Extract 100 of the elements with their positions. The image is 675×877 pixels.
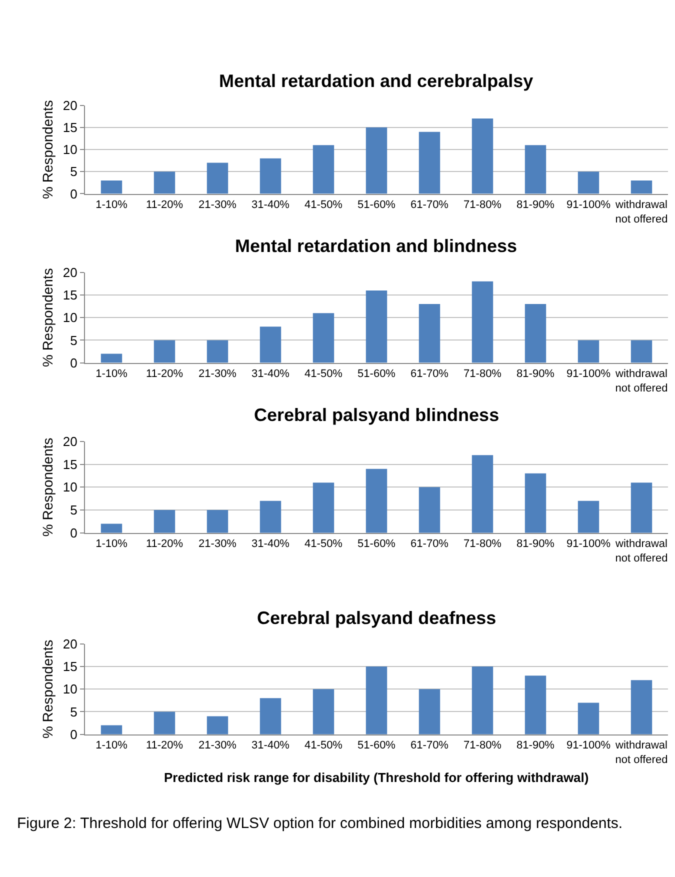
bar xyxy=(206,340,228,363)
y-tick-label: 5 xyxy=(70,332,78,348)
y-axis-title: % Respondents xyxy=(40,640,56,739)
x-tick-label: 91-100% xyxy=(566,538,611,550)
bar xyxy=(578,340,600,363)
x-tick-label: 31-40% xyxy=(252,538,290,550)
bar xyxy=(630,340,652,363)
bar xyxy=(260,326,282,363)
bar xyxy=(578,500,600,533)
bar xyxy=(366,468,388,533)
x-tick-label: 41-50% xyxy=(304,368,343,380)
x-tick-label: 21-30% xyxy=(198,538,237,550)
x-tick-label: 81-90% xyxy=(516,198,555,211)
x-tick-label: 61-70% xyxy=(410,740,449,752)
bar xyxy=(312,313,334,363)
bar xyxy=(154,172,176,194)
x-tick-label: 41-50% xyxy=(304,538,343,550)
y-tick-label: 15 xyxy=(62,120,78,135)
x-tick-label: 81-90% xyxy=(516,740,555,752)
bar xyxy=(630,680,652,734)
x-tick-label: 81-90% xyxy=(516,368,555,380)
bar xyxy=(578,702,600,734)
x-tick-label: 21-30% xyxy=(198,368,237,380)
bar xyxy=(366,290,388,363)
x-tick-label: 51-60% xyxy=(358,538,396,550)
bar xyxy=(472,281,494,363)
bar xyxy=(154,340,176,363)
bar xyxy=(418,132,440,194)
bar xyxy=(630,482,652,533)
x-tick-label: 61-70% xyxy=(410,198,449,211)
x-tick-label: 71-80% xyxy=(464,368,502,380)
x-tick-label: withdrawal not offered xyxy=(614,368,668,394)
bar xyxy=(524,676,546,734)
x-tick-label: 11-20% xyxy=(146,368,184,380)
y-axis-title: % Respondents xyxy=(40,268,56,368)
bar xyxy=(100,524,122,533)
bar xyxy=(100,354,122,363)
x-tick-label: 1-10% xyxy=(96,198,128,211)
y-tick-label: 10 xyxy=(62,310,78,326)
bar xyxy=(366,666,388,734)
x-tick-label: 81-90% xyxy=(516,538,555,550)
bar xyxy=(472,118,494,194)
bar xyxy=(578,172,600,194)
y-tick-label: 10 xyxy=(62,480,78,495)
bar xyxy=(100,180,122,194)
x-tick-label: 51-60% xyxy=(358,740,396,752)
y-axis-title: % Respondents xyxy=(40,100,56,199)
bar xyxy=(154,712,176,734)
bar xyxy=(630,180,652,194)
y-tick-label: 0 xyxy=(70,355,78,370)
y-tick-label: 20 xyxy=(62,636,78,652)
x-tick-label: 91-100% xyxy=(566,368,611,380)
bar xyxy=(260,500,282,533)
x-tick-label: 11-20% xyxy=(146,538,184,550)
y-tick-label: 10 xyxy=(62,142,78,158)
bar xyxy=(206,162,228,194)
chart-title: Cerebral palsyand blindness xyxy=(254,405,500,425)
x-tick-label: 21-30% xyxy=(198,198,237,211)
bar xyxy=(418,304,440,363)
x-tick-label: 41-50% xyxy=(304,198,343,211)
bar xyxy=(418,689,440,734)
caption: Figure 2: Threshold for offering WLSV option for combined morbidities among respondents. xyxy=(17,815,623,832)
bar xyxy=(524,473,546,533)
x-tick-label: 1-10% xyxy=(96,740,128,752)
chart-title: Mental retardation and blindness xyxy=(235,236,518,256)
x-tick-label: 11-20% xyxy=(146,740,184,752)
y-tick-label: 5 xyxy=(70,164,78,180)
x-tick-label: 71-80% xyxy=(464,198,502,211)
x-tick-label: 31-40% xyxy=(252,368,290,380)
y-tick-label: 5 xyxy=(70,502,78,518)
x-tick-label: 61-70% xyxy=(410,538,449,550)
bar xyxy=(524,304,546,363)
bar xyxy=(312,145,334,194)
bar xyxy=(206,510,228,533)
x-tick-label: 71-80% xyxy=(464,538,502,550)
x-tick-label: 1-10% xyxy=(96,538,128,550)
bar xyxy=(472,666,494,734)
x-tick-label: 91-100% xyxy=(566,740,611,752)
bar xyxy=(418,487,440,533)
y-tick-label: 20 xyxy=(62,98,78,113)
y-tick-label: 5 xyxy=(70,704,78,720)
y-tick-label: 0 xyxy=(70,186,78,202)
y-tick-label: 15 xyxy=(62,456,78,472)
x-tick-label: 1-10% xyxy=(96,368,128,380)
x-tick-label: 41-50% xyxy=(304,740,343,752)
x-tick-label: withdrawal not offered xyxy=(614,198,668,226)
bar xyxy=(312,689,334,734)
y-tick-label: 15 xyxy=(62,659,78,674)
x-tick-label: 91-100% xyxy=(566,198,611,211)
bar xyxy=(366,127,388,194)
chart-title: Cerebral palsyand deafness xyxy=(257,608,496,628)
y-tick-label: 20 xyxy=(62,264,78,280)
x-tick-label: 51-60% xyxy=(358,368,396,380)
bar xyxy=(154,510,176,533)
x-tick-label: 11-20% xyxy=(146,198,184,211)
bar xyxy=(206,716,228,734)
y-tick-label: 0 xyxy=(70,726,78,742)
bar xyxy=(524,145,546,194)
bar xyxy=(312,482,334,533)
bar xyxy=(100,725,122,734)
